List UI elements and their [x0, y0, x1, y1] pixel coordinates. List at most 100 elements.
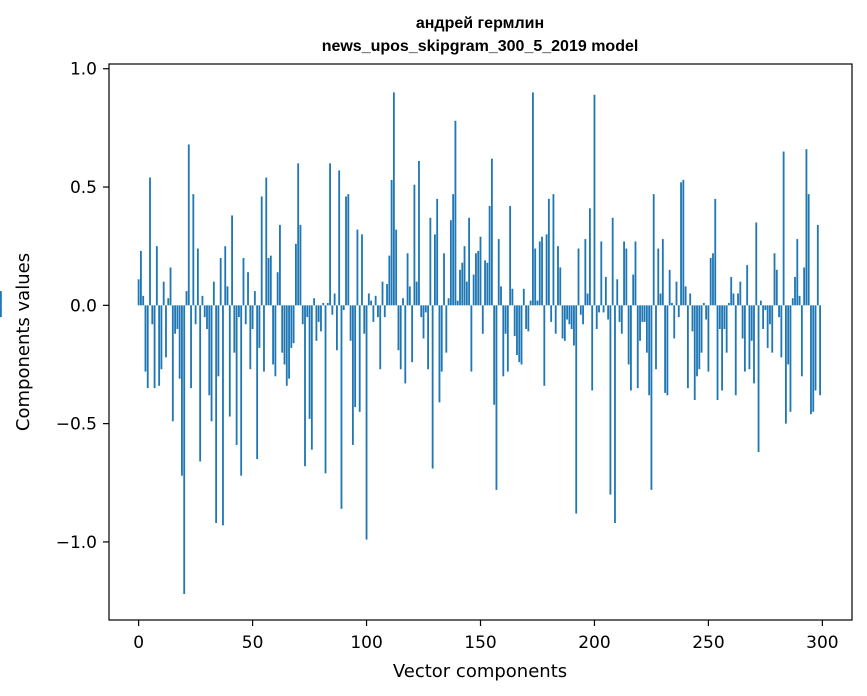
bar	[308, 305, 311, 419]
bar	[632, 274, 635, 306]
bar	[684, 286, 687, 306]
bar	[796, 239, 799, 306]
bar	[210, 305, 213, 422]
bar	[297, 163, 300, 306]
bar	[377, 305, 379, 318]
bar	[737, 293, 739, 306]
bar	[481, 305, 484, 334]
bar	[310, 305, 313, 450]
bar	[379, 305, 382, 370]
chart-title-line2: news_upos_skipgram_300_5_2019 model	[322, 38, 639, 55]
bar	[322, 302, 325, 306]
bar	[402, 298, 404, 306]
bar	[525, 305, 527, 329]
bar	[192, 194, 195, 306]
bar	[598, 305, 600, 313]
bar	[582, 305, 584, 325]
bar	[142, 295, 145, 306]
bar	[420, 305, 423, 318]
bar	[753, 305, 755, 384]
bar	[668, 269, 671, 306]
bar	[244, 305, 247, 325]
bar	[566, 305, 569, 320]
bar	[698, 305, 701, 370]
bar	[666, 305, 669, 396]
bar	[456, 300, 459, 306]
bar	[288, 305, 290, 379]
bar	[219, 258, 222, 306]
bar	[274, 305, 277, 377]
bar	[418, 161, 420, 306]
bar	[253, 291, 256, 306]
bar	[648, 305, 651, 396]
bar	[495, 305, 498, 490]
bar	[217, 305, 220, 377]
bar	[518, 305, 521, 363]
x-axis-ticks: 0 50 100 150 200 250 300	[133, 620, 839, 653]
bar	[222, 305, 224, 526]
bar	[338, 170, 341, 306]
bar	[661, 239, 664, 306]
bar	[516, 305, 518, 356]
bar	[693, 305, 696, 400]
bar	[187, 144, 190, 306]
bar	[475, 253, 477, 306]
bar	[762, 305, 765, 329]
bar	[561, 305, 564, 339]
bar	[554, 305, 557, 334]
bar	[532, 92, 534, 306]
bar	[627, 305, 630, 365]
bar	[500, 286, 502, 306]
bar	[397, 305, 400, 351]
bar	[641, 305, 644, 322]
bar	[406, 253, 409, 306]
bar	[488, 205, 491, 306]
bar	[557, 246, 559, 306]
bar	[399, 305, 402, 370]
bar	[422, 305, 425, 339]
bar	[595, 305, 598, 329]
bar	[600, 241, 603, 306]
bar	[137, 279, 140, 306]
bar	[773, 253, 776, 306]
bar	[140, 250, 142, 306]
bar	[527, 305, 530, 332]
bar	[174, 305, 176, 334]
bar	[700, 305, 703, 353]
bar	[789, 305, 792, 412]
bar	[550, 305, 553, 322]
bar	[169, 267, 172, 306]
bar	[324, 305, 327, 474]
bar	[816, 224, 819, 306]
bar	[0, 291, 2, 306]
bar	[260, 196, 263, 306]
bar	[812, 305, 815, 412]
x-tick-label: 200	[578, 633, 610, 653]
x-axis-label: Vector components	[393, 661, 567, 682]
bar	[522, 288, 525, 306]
bar	[354, 305, 357, 408]
bar	[545, 234, 548, 306]
bar	[383, 305, 386, 318]
bar	[452, 194, 455, 306]
bar	[408, 286, 411, 306]
bar	[155, 246, 158, 306]
bar	[778, 305, 780, 318]
plot-frame	[108, 63, 853, 621]
bar	[231, 215, 233, 306]
bar	[313, 298, 316, 306]
bar	[374, 295, 377, 306]
bar	[520, 305, 523, 365]
bar	[675, 281, 678, 306]
bar	[149, 177, 151, 306]
bar	[623, 241, 625, 306]
bar	[618, 305, 621, 322]
bar	[151, 305, 154, 325]
bar	[536, 300, 539, 306]
bar	[176, 305, 179, 329]
bar	[203, 305, 206, 318]
bar	[199, 305, 202, 462]
bar	[349, 305, 352, 341]
bar	[730, 276, 733, 306]
x-tick-label: 150	[464, 633, 496, 653]
